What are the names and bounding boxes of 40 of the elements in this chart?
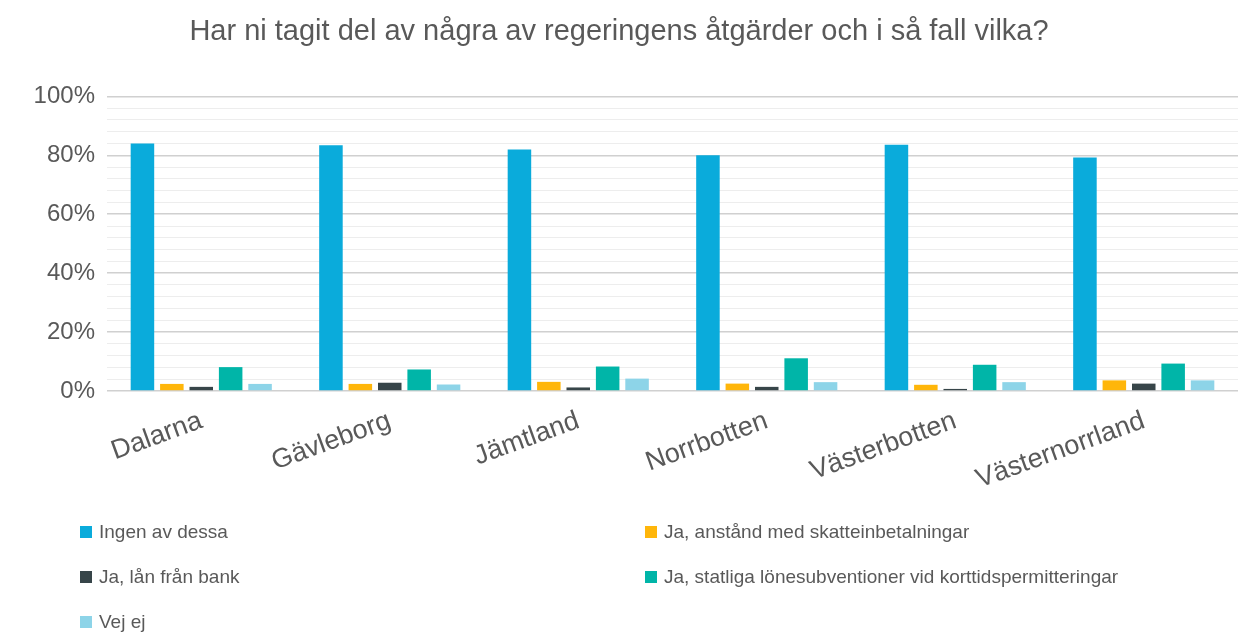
x-tick-label: Dalarna [106,404,207,466]
bar [1131,383,1156,391]
bar [160,383,184,391]
bar [189,386,214,391]
bar [1161,363,1185,391]
legend-label: Ja, lån från bank [99,565,240,588]
chart-title: Har ni tagit del av några av regeringens åtgärder och i så fall vilka? [188,14,1050,47]
bar [884,144,909,391]
bar [784,358,808,391]
bar [407,369,431,391]
legend-label: Vej ej [99,610,146,633]
bar [507,149,532,391]
bar [130,143,155,391]
y-tick-label: 20% [46,316,95,344]
bar [377,382,402,391]
y-tick-label: 80% [46,139,95,167]
bar [1073,157,1097,391]
bar [972,364,997,391]
legend-label: Ja, statliga lönesubventioner vid korttidspermitteringar [664,565,1119,588]
bar [566,387,591,391]
bar [754,386,779,391]
bar [248,383,272,391]
legend-label: Ingen av dessa [99,520,228,543]
bar [348,383,373,391]
legend-label: Ja, anstånd med skatteinbetalningar [664,520,970,543]
bar [1102,380,1127,391]
y-tick-label: 40% [46,257,95,285]
bar [914,384,938,391]
bar [319,145,343,391]
bar [537,381,561,391]
y-tick-label: 60% [46,198,95,226]
bar [1002,382,1026,391]
bar [1190,380,1215,391]
bar [595,366,620,391]
y-tick-label: 100% [33,81,95,109]
bar [813,382,838,391]
bar [218,367,243,391]
bar [625,378,649,391]
y-tick-label: 0% [60,375,95,403]
bar [696,155,720,391]
